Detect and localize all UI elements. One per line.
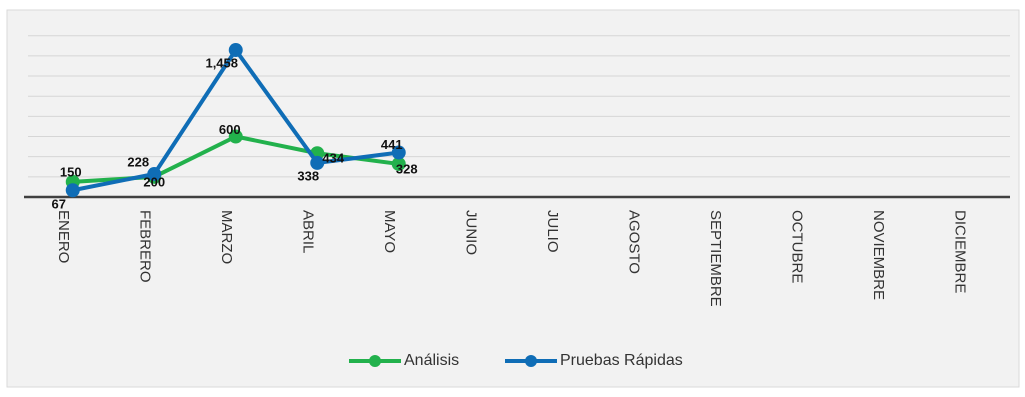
x-tick-label: DICIEMBRE — [951, 210, 968, 293]
data-label: 441 — [381, 137, 403, 152]
data-point — [147, 167, 162, 182]
data-label: 328 — [396, 161, 418, 176]
data-point — [310, 155, 325, 170]
data-point — [65, 183, 80, 198]
data-label: 434 — [322, 151, 344, 166]
data-labels: 150 200 600 434 328 67 228 1,458 338 441 — [52, 55, 418, 211]
legend-swatch-marker — [369, 355, 381, 367]
legend-swatch-marker — [525, 355, 537, 367]
data-point — [228, 43, 243, 58]
x-tick-label: JULIO — [544, 210, 561, 253]
data-label: 67 — [52, 197, 66, 212]
data-label: 228 — [127, 154, 149, 169]
legend: Análisis Pruebas Rápidas — [349, 352, 683, 369]
x-tick-label: ENERO — [55, 210, 72, 263]
legend-label: Pruebas Rápidas — [560, 352, 683, 369]
x-tick-label: MARZO — [218, 210, 235, 264]
x-tick-label: FEBRERO — [136, 210, 153, 283]
data-label: 150 — [60, 164, 82, 179]
chart-background — [6, 9, 1020, 388]
data-point — [228, 129, 243, 144]
data-point — [391, 145, 406, 160]
x-tick-label: ABRIL — [299, 210, 316, 253]
x-tick-label: OCTUBRE — [788, 210, 805, 283]
series-lines — [65, 43, 406, 198]
data-label: 338 — [297, 168, 319, 183]
x-tick-label: AGOSTO — [625, 210, 642, 274]
x-tick-label: MAYO — [381, 210, 398, 253]
data-label: 600 — [219, 122, 241, 137]
x-axis: ENERO FEBRERO MARZO ABRIL MAYO JUNIO JULIO AGOS… — [24, 195, 1010, 307]
data-point — [391, 156, 406, 171]
x-tick-label: JUNIO — [462, 210, 479, 255]
data-label: 1,458 — [205, 55, 238, 70]
legend-label: Análisis — [404, 352, 459, 369]
x-tick-label: NOVIEMBRE — [870, 210, 887, 300]
x-tick-label: SEPTIEMBRE — [707, 210, 724, 307]
data-label: 200 — [143, 174, 165, 189]
